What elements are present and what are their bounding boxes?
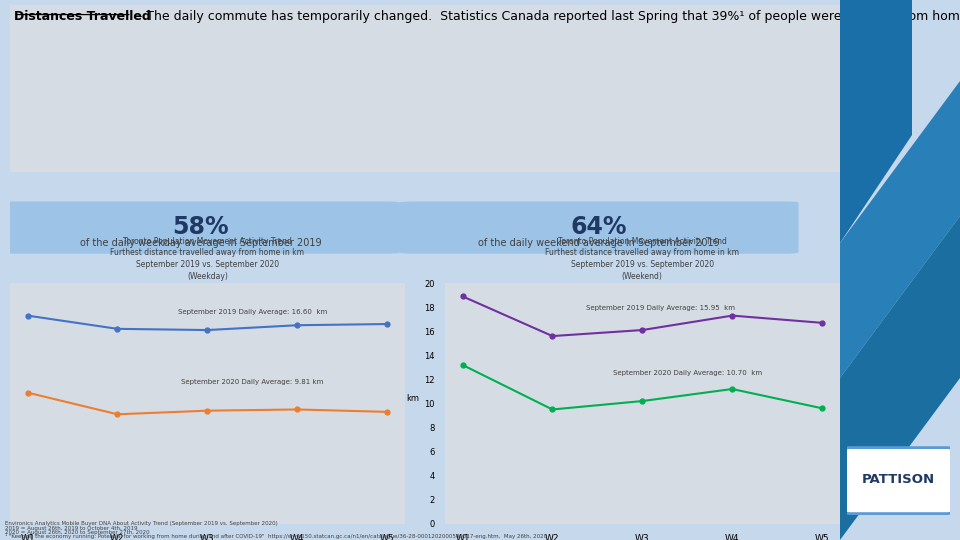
Text: September 2019 Daily Average: 16.60  km: September 2019 Daily Average: 16.60 km: [178, 309, 326, 315]
Text: September 2020 Daily Average: 9.81 km: September 2020 Daily Average: 9.81 km: [181, 379, 324, 385]
Text: – The daily commute has temporarily changed.  Statistics Canada reported last Sp: – The daily commute has temporarily chan…: [132, 10, 960, 23]
September 2020 Weekend: [816, 405, 828, 411]
Title: Toronto Population Movement Activity Trend
Furthest distance travelled away from: Toronto Population Movement Activity Tre…: [110, 237, 304, 281]
September 2019 Weekday: [381, 321, 393, 327]
September 2019 Weekend: [727, 312, 738, 319]
September 2020 Weekday: [22, 389, 34, 396]
Y-axis label: km: km: [407, 394, 420, 403]
Text: September 2019 Daily Average: 15.95  km: September 2019 Daily Average: 15.95 km: [586, 305, 734, 310]
Text: 64%: 64%: [571, 215, 628, 239]
Line: September 2019 Weekday: September 2019 Weekday: [25, 313, 390, 333]
Text: September 2020 Daily Average: 10.70  km: September 2020 Daily Average: 10.70 km: [612, 369, 762, 376]
Polygon shape: [840, 0, 912, 243]
Text: 2020 = August 26th, 2020 to September 27th, 2020: 2020 = August 26th, 2020 to September 27…: [5, 530, 150, 535]
September 2020 Weekday: [381, 409, 393, 415]
Line: September 2019 Weekend: September 2019 Weekend: [460, 294, 825, 339]
Polygon shape: [840, 81, 960, 378]
September 2019 Weekend: [816, 320, 828, 326]
September 2019 Weekday: [202, 327, 213, 333]
Line: September 2020 Weekday: September 2020 Weekday: [25, 390, 390, 417]
Title: Toronto Population Movement Activity Trend
Furthest distance travelled away from: Toronto Population Movement Activity Tre…: [545, 237, 739, 281]
Line: September 2020 Weekend: September 2020 Weekend: [460, 362, 825, 412]
Polygon shape: [840, 216, 960, 540]
September 2020 Weekend: [457, 362, 468, 368]
FancyBboxPatch shape: [1, 201, 400, 254]
FancyBboxPatch shape: [845, 448, 952, 514]
September 2019 Weekend: [457, 293, 468, 300]
Text: of the daily weekend average in September 2019: of the daily weekend average in Septembe…: [478, 238, 720, 248]
September 2019 Weekday: [111, 326, 123, 332]
Text: ¹ "Keeping the economy running: Potential for working from home during and after: ¹ "Keeping the economy running: Potentia…: [5, 534, 547, 539]
FancyBboxPatch shape: [10, 5, 840, 172]
September 2020 Weekend: [546, 406, 558, 413]
Text: 2019 = August 26th, 2019 to October 4th, 2019: 2019 = August 26th, 2019 to October 4th,…: [5, 526, 137, 531]
September 2020 Weekday: [202, 408, 213, 414]
Text: Distances Travelled: Distances Travelled: [13, 10, 151, 23]
Text: of the daily weekday average in September 2019: of the daily weekday average in Septembe…: [80, 238, 322, 248]
September 2020 Weekday: [111, 411, 123, 417]
September 2019 Weekday: [22, 312, 34, 319]
September 2019 Weekend: [636, 327, 648, 333]
September 2020 Weekend: [636, 398, 648, 404]
Text: Environics Analytics Mobile Buyer DNA About Activity Trend (September 2019 vs. S: Environics Analytics Mobile Buyer DNA Ab…: [5, 522, 277, 526]
Text: PATTISON: PATTISON: [862, 472, 935, 485]
September 2019 Weekday: [292, 322, 303, 328]
September 2020 Weekday: [292, 406, 303, 413]
September 2020 Weekend: [727, 386, 738, 392]
Text: 58%: 58%: [172, 215, 228, 239]
September 2019 Weekend: [546, 333, 558, 339]
FancyBboxPatch shape: [400, 201, 799, 254]
